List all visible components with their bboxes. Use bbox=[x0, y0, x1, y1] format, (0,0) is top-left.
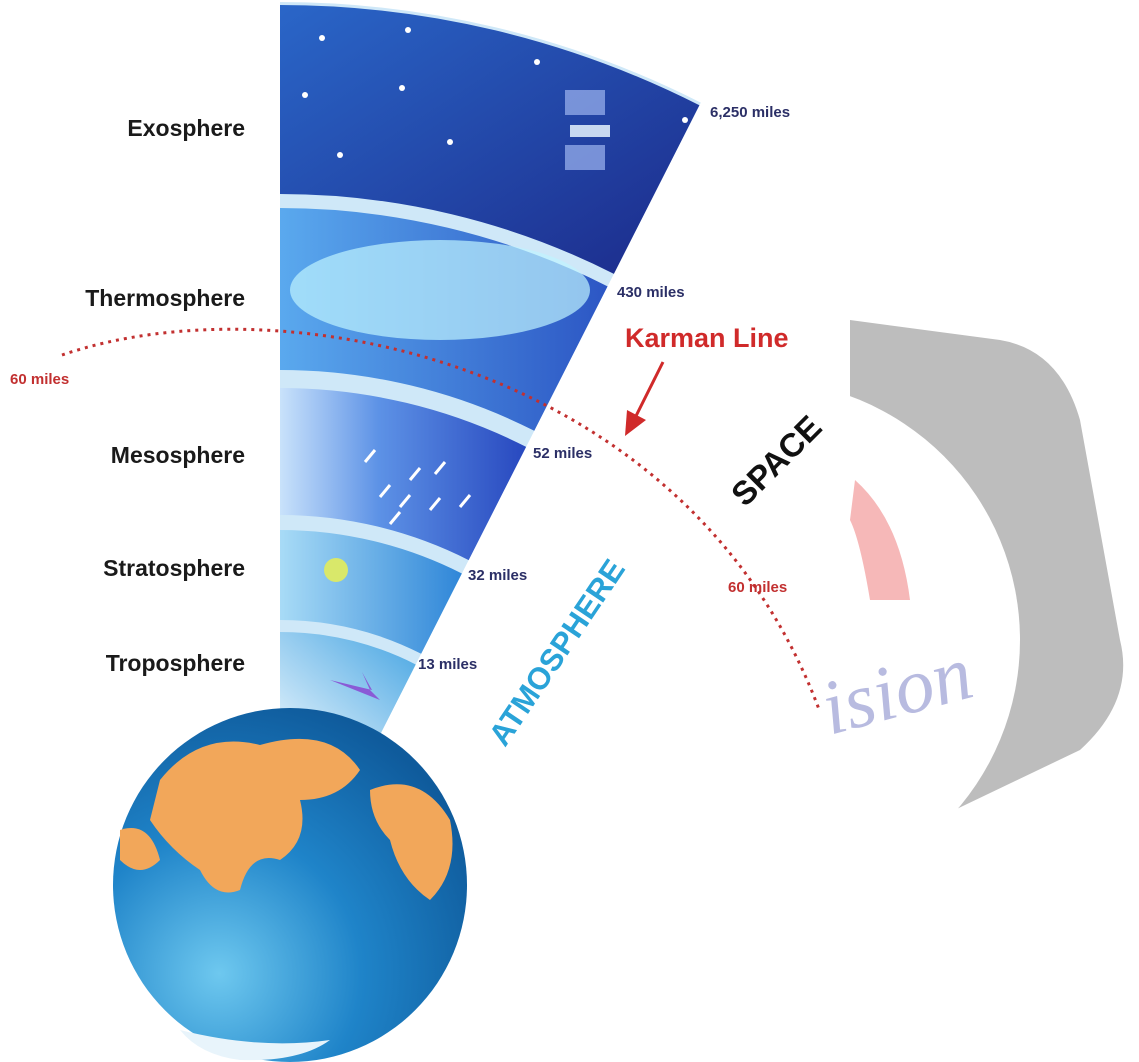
meteor bbox=[408, 467, 422, 481]
meteor bbox=[378, 484, 392, 498]
star bbox=[405, 27, 411, 33]
earth bbox=[113, 708, 467, 1062]
star bbox=[399, 85, 405, 91]
karman-altitude: 60 miles bbox=[10, 371, 69, 388]
layer-altitude: 32 miles bbox=[468, 567, 527, 584]
meteor bbox=[398, 494, 412, 508]
layer-altitude: 52 miles bbox=[533, 445, 592, 462]
meteor bbox=[388, 511, 402, 525]
star bbox=[337, 152, 343, 158]
meteor bbox=[428, 497, 442, 511]
layer-name: Mesosphere bbox=[111, 442, 245, 468]
meteor bbox=[458, 494, 472, 508]
atmosphere-layers bbox=[280, 2, 701, 754]
meteor bbox=[433, 461, 447, 475]
layer-name: Troposphere bbox=[106, 650, 245, 676]
layer-altitude: 430 miles bbox=[617, 284, 685, 301]
star bbox=[534, 59, 540, 65]
star bbox=[682, 117, 688, 123]
star bbox=[319, 35, 325, 41]
star bbox=[302, 92, 308, 98]
karman-label: Karman Line bbox=[625, 323, 789, 353]
karman-altitude: 60 miles bbox=[728, 579, 787, 596]
watermark-logo: ision bbox=[500, 320, 1124, 900]
layer-altitude: 13 miles bbox=[418, 656, 477, 673]
satellite bbox=[565, 145, 605, 170]
layer-name: Thermosphere bbox=[85, 285, 245, 311]
satellite bbox=[565, 90, 605, 115]
aurora bbox=[290, 240, 590, 340]
layer-band bbox=[280, 388, 527, 561]
meteor bbox=[363, 449, 377, 463]
layer-band bbox=[280, 5, 700, 274]
star bbox=[447, 139, 453, 145]
layer-name: Exosphere bbox=[127, 115, 245, 141]
balloon bbox=[324, 558, 348, 582]
arrow bbox=[633, 361, 665, 419]
layer-name: Stratosphere bbox=[103, 555, 245, 581]
layer-band bbox=[280, 530, 462, 654]
airplane bbox=[330, 672, 380, 700]
arrow-head bbox=[625, 410, 646, 436]
layer-altitude: 6,250 miles bbox=[710, 104, 790, 121]
satellite bbox=[570, 125, 610, 137]
